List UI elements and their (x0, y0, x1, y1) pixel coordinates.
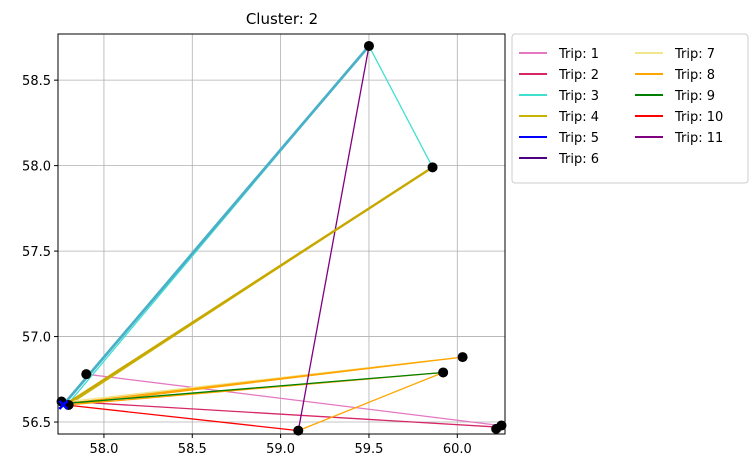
x-tick-label: 58.5 (178, 442, 207, 457)
legend-label: Trip: 1 (558, 47, 599, 62)
legend: Trip: 1 Trip: 2 Trip: 3 Trip: 4 Trip: 5 Trip:… (511, 33, 749, 184)
legend-label: Trip: 5 (558, 131, 599, 146)
point-markers (56, 40, 507, 436)
x-tick-label: 58.0 (89, 442, 118, 457)
series-line-1 (85, 373, 501, 427)
legend-label: Trip: 7 (674, 47, 715, 62)
legend-label: Trip: 9 (674, 89, 715, 104)
grid-lines (58, 34, 505, 434)
data-point-marker (427, 162, 438, 173)
legend-label: Trip: 10 (674, 110, 723, 125)
series-line-9 (67, 371, 444, 404)
x-tick-label: 60.0 (443, 442, 472, 457)
plot-area-frame (57, 33, 506, 435)
legend-label: Trip: 6 (558, 152, 599, 167)
y-axis-ticks: 56.5 57.0 57.5 58.0 58.5 (22, 74, 58, 431)
y-tick-label: 57.5 (22, 245, 51, 260)
series-line-13 (63, 166, 434, 407)
series-line-10 (64, 404, 299, 432)
y-tick-label: 58.0 (22, 160, 51, 175)
data-point-marker (496, 420, 507, 431)
y-tick-label: 57.0 (22, 331, 51, 346)
x-tick-label: 59.0 (266, 442, 295, 457)
series-line-8 (67, 356, 464, 432)
start-point-marker (58, 400, 69, 410)
series-line-3 (67, 45, 434, 404)
legend-label: Trip: 8 (674, 68, 715, 83)
data-point-marker (438, 367, 449, 378)
chart-title: Cluster: 2 (246, 10, 318, 28)
data-point-marker (81, 369, 92, 380)
data-point-marker (363, 40, 374, 51)
data-point-marker (293, 425, 304, 436)
legend-label: Trip: 4 (558, 110, 599, 125)
series-line-11 (297, 45, 370, 432)
data-point-marker (457, 352, 468, 363)
x-axis-ticks: 58.0 58.5 59.0 59.5 60.0 (89, 434, 472, 457)
legend-label: Trip: 3 (558, 89, 599, 104)
y-tick-label: 58.5 (22, 74, 51, 89)
legend-box (511, 33, 749, 184)
legend-label: Trip: 2 (558, 68, 599, 83)
y-tick-label: 56.5 (22, 416, 51, 431)
legend-label: Trip: 11 (674, 131, 723, 146)
series-line-12 (61, 44, 371, 407)
series-line-2 (67, 400, 501, 428)
x-tick-label: 59.5 (354, 442, 383, 457)
